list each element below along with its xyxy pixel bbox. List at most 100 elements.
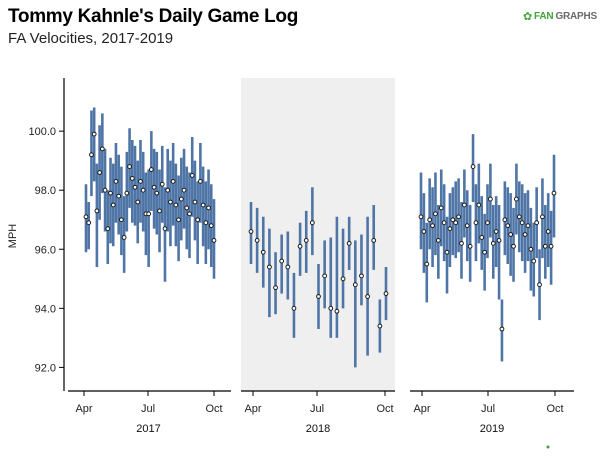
mean-velocity-point	[200, 202, 206, 208]
mean-points	[83, 131, 557, 332]
mean-velocity-point	[173, 202, 179, 208]
mean-velocity-point	[511, 243, 516, 249]
mean-velocity-point	[157, 208, 162, 214]
mean-velocity-point	[303, 238, 309, 243]
mean-velocity-point	[148, 167, 154, 172]
panel-year-label: 2017	[136, 423, 160, 435]
mean-velocity-point	[273, 285, 278, 291]
mean-velocity-point	[108, 190, 113, 196]
mean-velocity-point	[467, 243, 473, 249]
mean-velocity-point	[427, 217, 433, 223]
mean-velocity-point	[383, 291, 389, 296]
mean-velocity-point	[135, 199, 141, 205]
mean-velocity-point	[435, 238, 441, 243]
mean-velocity-point	[438, 205, 444, 211]
mean-velocity-point	[121, 235, 127, 240]
mean-velocity-point	[441, 220, 447, 226]
mean-velocity-point	[129, 175, 135, 181]
mean-velocity-point	[496, 238, 502, 243]
mean-velocity-point	[459, 240, 464, 246]
mean-velocity-point	[493, 229, 499, 234]
mean-velocity-point	[110, 202, 116, 208]
mean-velocity-point	[522, 232, 528, 237]
mean-velocity-point	[124, 190, 130, 196]
x-tick-label: Jul	[481, 403, 495, 415]
mean-velocity-point	[189, 173, 195, 178]
mean-velocity-point	[279, 258, 285, 264]
mean-velocity-point	[195, 217, 201, 223]
mean-velocity-point	[528, 246, 534, 252]
mean-velocity-point	[322, 273, 328, 279]
mean-velocity-point	[211, 238, 217, 243]
mean-velocity-point	[309, 220, 315, 226]
mean-velocity-point	[113, 178, 119, 184]
brand-name: GRAPHS	[555, 11, 598, 22]
mean-velocity-point	[542, 243, 548, 249]
mean-velocity-point	[447, 226, 453, 231]
mean-velocity-point	[86, 220, 92, 226]
mean-velocity-point	[151, 184, 157, 190]
y-tick-label: 98.0	[35, 185, 56, 197]
mean-velocity-point	[365, 294, 370, 299]
mean-velocity-point	[473, 220, 479, 226]
mean-velocity-point	[197, 178, 203, 184]
mean-velocity-point	[340, 276, 346, 282]
mean-velocity-point	[430, 223, 435, 229]
mean-velocity-point	[502, 217, 508, 223]
mean-velocity-point	[316, 294, 321, 299]
mean-velocity-point	[165, 187, 171, 193]
mean-velocity-point	[537, 282, 542, 288]
mean-velocity-point	[116, 193, 122, 199]
mean-velocity-point	[181, 187, 187, 193]
mean-velocity-point	[162, 226, 168, 231]
mean-velocity-point	[371, 238, 377, 243]
mean-velocity-point	[254, 238, 260, 243]
mean-velocity-point	[490, 240, 496, 246]
mean-velocity-point	[94, 208, 100, 214]
mean-velocity-point	[170, 178, 176, 184]
mean-velocity-point	[346, 240, 352, 246]
mean-velocity-point	[499, 326, 505, 332]
mean-velocity-point	[285, 264, 291, 270]
y-tick-label: 92.0	[35, 362, 56, 374]
panel-year-label: 2019	[480, 423, 504, 435]
mean-velocity-point	[444, 249, 450, 255]
mean-velocity-point	[159, 181, 165, 187]
mean-velocity-point	[377, 323, 383, 329]
mean-velocity-point	[138, 178, 143, 184]
x-tick-label: Jul	[141, 403, 155, 415]
mean-velocity-point	[140, 187, 146, 193]
mean-velocity-point	[99, 146, 105, 152]
mean-velocity-point	[421, 229, 427, 234]
mean-velocity-point	[359, 273, 364, 279]
mean-velocity-point	[206, 205, 211, 211]
mean-velocity-point	[260, 249, 266, 255]
mean-velocity-point	[127, 164, 132, 169]
mean-velocity-point	[267, 264, 272, 270]
mean-velocity-point	[248, 229, 254, 234]
mean-velocity-point	[470, 164, 476, 169]
decorative-dot	[546, 445, 550, 449]
x-tick-label: Apr	[75, 403, 92, 415]
mean-velocity-point	[548, 243, 554, 249]
mean-velocity-point	[505, 223, 511, 229]
mean-velocity-point	[525, 223, 531, 229]
mean-velocity-point	[508, 232, 514, 237]
mean-velocity-point	[203, 220, 209, 226]
mean-velocity-point	[464, 223, 470, 229]
mean-velocity-point	[297, 243, 303, 249]
mean-velocity-point	[424, 261, 430, 267]
chart-subtitle: FA Velocities, 2017-2019	[8, 30, 174, 47]
mean-velocity-point	[168, 199, 173, 205]
mean-velocity-point	[485, 220, 490, 226]
mean-velocity-point	[97, 170, 103, 175]
mean-velocity-point	[102, 187, 108, 193]
fangraphs-logo[interactable]: ✿ FAN GRAPHS	[523, 10, 597, 23]
y-tick-label: 96.0	[35, 244, 56, 256]
mean-velocity-point	[83, 214, 89, 220]
mean-velocity-point	[482, 249, 488, 255]
y-tick-label: 94.0	[35, 303, 56, 315]
mean-velocity-point	[105, 226, 111, 231]
mean-velocity-point	[187, 211, 192, 217]
panel-2018-background	[241, 78, 395, 391]
